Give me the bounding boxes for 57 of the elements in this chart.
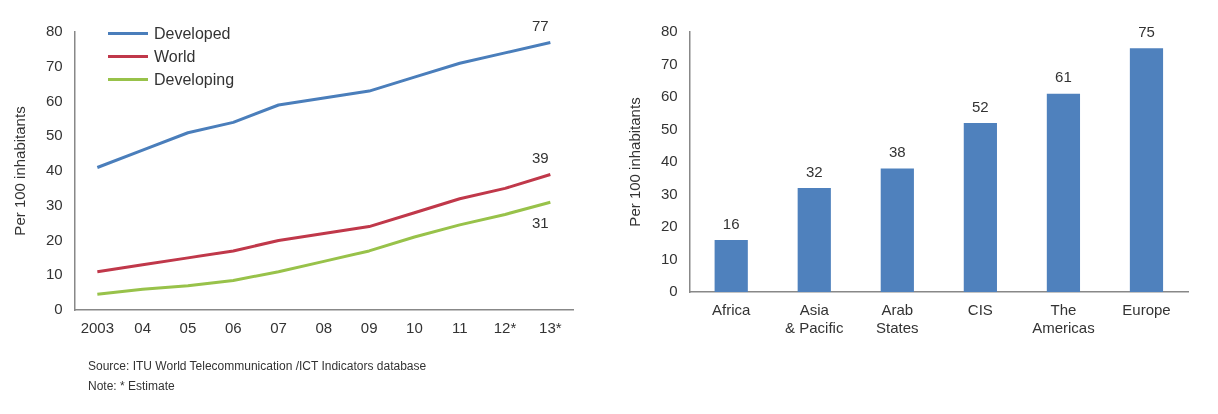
y-tick-label: 50: [661, 119, 678, 137]
data-label: 32: [805, 162, 823, 180]
x-tick-label: 07: [270, 319, 287, 337]
data-label: 75: [1138, 22, 1155, 40]
x-tick-label: 2003: [80, 319, 115, 337]
y-tick-label: 10: [46, 265, 63, 283]
x-tick-label: CIS: [967, 301, 993, 319]
y-tick-label: 70: [46, 56, 63, 74]
x-tick-label: 11: [451, 319, 468, 337]
x-tick-label: 05: [179, 319, 197, 337]
bar: [1046, 93, 1081, 292]
x-tick-label: 10: [406, 319, 423, 337]
y-tick-label: 80: [661, 22, 678, 40]
bar: [714, 240, 748, 292]
y-tick-label: 30: [46, 195, 63, 213]
y-tick-label: 70: [661, 54, 678, 72]
y-tick-label: 50: [46, 126, 63, 144]
data-label: 38: [888, 143, 906, 161]
x-tick-label: Asia & Pacific: [785, 301, 844, 337]
y-tick-label: 10: [661, 249, 678, 267]
x-tick-label: Arab States: [876, 301, 919, 337]
data-label: 16: [722, 214, 740, 232]
y-axis-title: Per 100 inhabitants: [626, 97, 644, 227]
x-tick-label: 06: [224, 319, 242, 337]
bar: [880, 168, 914, 292]
x-tick-label: 09: [360, 319, 378, 337]
y-tick-label: 30: [661, 184, 678, 202]
legend-label: Developed: [154, 24, 231, 44]
y-tick-label: 20: [46, 230, 63, 248]
bar: [963, 123, 997, 292]
legend-label: World: [154, 47, 196, 67]
bar: [1129, 48, 1164, 292]
x-tick-label: Africa: [712, 301, 752, 319]
x-tick-label: 08: [315, 319, 333, 337]
data-label: 39: [532, 149, 549, 167]
y-tick-label: 0: [669, 282, 678, 300]
x-tick-label: 13*: [539, 319, 562, 337]
data-label: 77: [532, 17, 549, 35]
x-tick-label: Europe: [1122, 301, 1171, 319]
y-tick-label: 0: [54, 300, 63, 318]
y-tick-label: 60: [661, 87, 678, 105]
y-axis-title: Per 100 inhabitants: [11, 106, 29, 236]
x-tick-label: 04: [134, 319, 151, 337]
data-label: 52: [972, 97, 989, 115]
y-tick-label: 40: [661, 152, 678, 170]
text: Note: * Estimate: [88, 378, 176, 395]
y-tick-label: 80: [46, 22, 63, 40]
x-tick-label: The Americas: [1032, 301, 1095, 337]
y-tick-label: 60: [46, 91, 63, 109]
legend-label: Developing: [154, 70, 235, 90]
y-tick-label: 40: [46, 161, 63, 179]
data-label: 61: [1055, 68, 1072, 86]
data-label: 31: [532, 213, 549, 231]
bar: [797, 188, 831, 292]
y-tick-label: 20: [661, 217, 678, 235]
source-note: Source: ITU World Telecommunication /ICT Indicators database: [88, 358, 428, 375]
x-tick-label: 12*: [493, 319, 517, 337]
